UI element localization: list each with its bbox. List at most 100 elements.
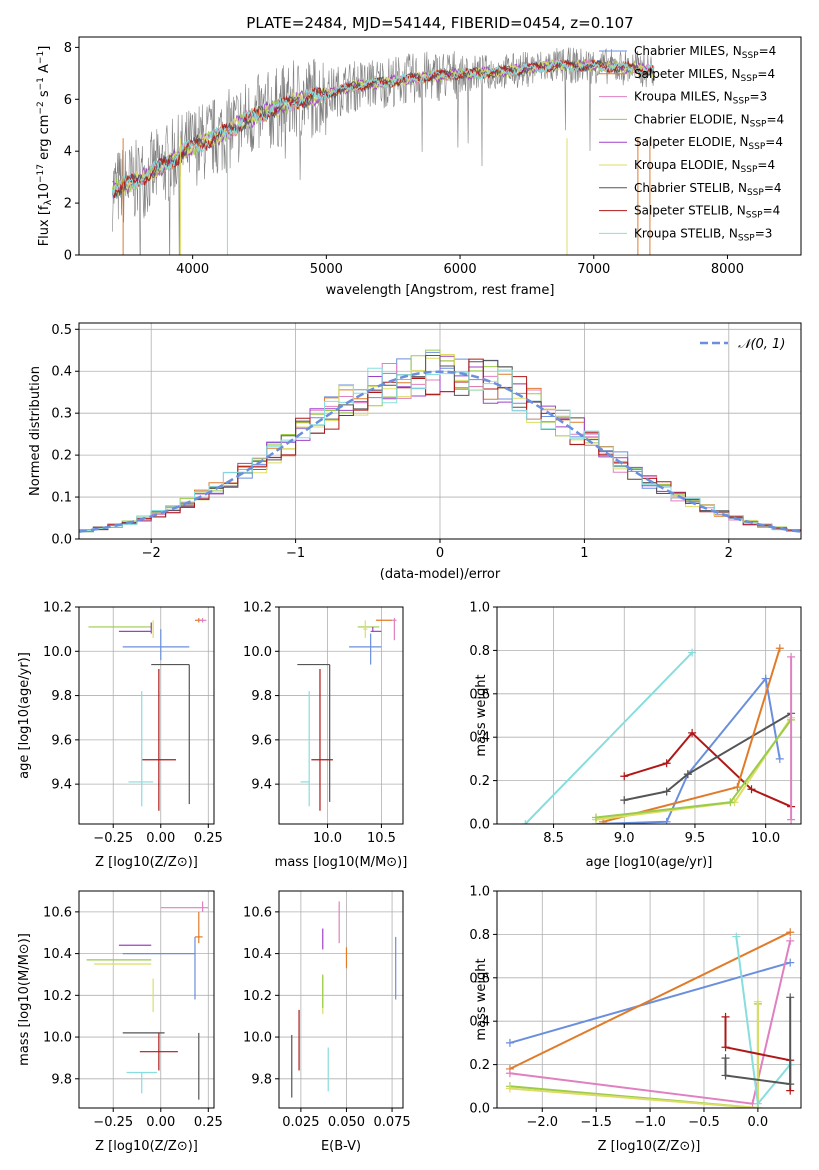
x-tick-label: 0.075 xyxy=(373,1115,410,1130)
y-tick-label: 0.4 xyxy=(469,1015,490,1030)
x-tick-label: 0.00 xyxy=(146,1115,175,1130)
panel-age_vs_Z: −0.25 0.00 0.25 9.4 9.6 9.8 10.0 10.2 Z [log10(Z… xyxy=(17,601,223,871)
panel-spectrum: 4000 5000 6000 7000 8000 0 2 4 6 8 wavelength [Ang… xyxy=(36,36,802,298)
x-tick-label: 0.025 xyxy=(282,1115,319,1130)
weight-marker-salpeter_stelib xyxy=(688,728,697,737)
x-tick-label: 0.25 xyxy=(194,1115,223,1130)
y-tick-label: 0.1 xyxy=(51,491,72,506)
y-tick-label: 9.8 xyxy=(51,1072,72,1087)
x-tick-label: 2 xyxy=(725,546,733,561)
legend-label: Salpeter MILES, NSSP=4 xyxy=(634,67,775,84)
weight-line-chabrier_miles xyxy=(509,961,791,1044)
panel-residuals: −2 −1 0 1 2 0.0 0.1 0.2 0.3 0.4 0.5 (data-model)/er… xyxy=(28,322,802,582)
axes-frame xyxy=(496,890,802,1109)
weight-marker-chabrier_stelib xyxy=(721,1071,730,1080)
y-tick-label: 10.0 xyxy=(243,645,272,660)
weight-marker-kroupa_miles xyxy=(787,815,796,824)
plot-area xyxy=(297,618,397,811)
x-tick-label: 4000 xyxy=(176,262,209,277)
plot-area xyxy=(521,644,796,824)
y-tick-label: 10.2 xyxy=(43,989,72,1004)
legend-label: Salpeter ELODIE, NSSP=4 xyxy=(634,135,783,152)
axes-frame xyxy=(278,606,404,825)
y-tick-label: 0.6 xyxy=(469,971,490,986)
x-tick-label: 7000 xyxy=(577,262,610,277)
panel-mass_vs_Z: −0.25 0.00 0.25 9.8 10.0 10.2 10.4 10.6 Z [log10… xyxy=(17,890,223,1154)
x-tick-label: 10.0 xyxy=(751,831,780,846)
chart-title: PLATE=2484, MJD=54144, FIBERID=0454, z=0… xyxy=(246,14,633,32)
y-tick-label: 8 xyxy=(64,41,72,56)
y-tick-label: 0.0 xyxy=(469,818,490,833)
weight-marker-chabrier_miles xyxy=(761,674,770,683)
x-tick-label: 0.0 xyxy=(748,1115,769,1130)
weight-marker-kroupa_stelib xyxy=(753,1099,762,1108)
x-tick-label: 0.050 xyxy=(328,1115,365,1130)
weight-marker-chabrier_miles xyxy=(505,1038,514,1047)
weight-marker-salpeter_stelib xyxy=(747,785,756,794)
y-tick-label: 0.8 xyxy=(469,644,490,659)
axes-frame xyxy=(278,890,404,1109)
legend-label: Chabrier MILES, NSSP=4 xyxy=(634,44,776,61)
x-tick-label: −0.25 xyxy=(93,831,133,846)
plot-area xyxy=(79,349,801,533)
x-tick-label: −2.0 xyxy=(526,1115,558,1130)
y-tick-label: 0.6 xyxy=(469,687,490,702)
y-tick-label: 10.4 xyxy=(243,947,272,962)
weight-line-chabrier_stelib xyxy=(624,712,792,802)
x-tick-label: −2 xyxy=(142,546,161,561)
weight-marker-salpeter_stelib xyxy=(721,1043,730,1052)
y-tick-label: 9.6 xyxy=(51,733,72,748)
panel-weight_vs_Z: −2.0 −1.5 −1.0 −0.5 0.0 0.0 0.2 0.4 0.6 0.8 1.0 Z [… xyxy=(469,885,802,1154)
weight-marker-kroupa_stelib xyxy=(732,932,741,941)
weight-marker-kroupa_stelib xyxy=(688,648,697,657)
weight-marker-chabrier_stelib xyxy=(662,787,671,796)
weight-marker-chabrier_elodie xyxy=(591,813,600,822)
x-tick-label: −0.25 xyxy=(93,1115,133,1130)
weight-marker-chabrier_stelib xyxy=(786,993,795,1002)
y-axis-label: Flux [fλ10−17 erg cm−2 s−1 A−1] xyxy=(36,46,54,247)
x-tick-label: 8000 xyxy=(711,262,744,277)
axes-frame xyxy=(78,36,802,256)
histogram-kroupa_elodie xyxy=(79,354,801,532)
y-tick-label: 0.4 xyxy=(469,731,490,746)
weight-marker-kroupa_stelib xyxy=(521,820,530,824)
x-tick-label: 6000 xyxy=(444,262,477,277)
legend-label: 𝒩(0, 1) xyxy=(738,337,785,352)
weight-marker-salpeter_miles xyxy=(786,928,795,937)
x-axis-label: (data-model)/error xyxy=(380,567,501,582)
histogram-kroupa_stelib xyxy=(79,367,801,532)
y-axis-label: age [log10(age/yr)] xyxy=(17,652,32,779)
weight-line-salpeter_miles xyxy=(509,931,791,1070)
x-tick-label: 5000 xyxy=(310,262,343,277)
x-tick-label: 0.00 xyxy=(146,831,175,846)
legend-label: Salpeter STELIB, NSSP=4 xyxy=(634,204,780,221)
weight-marker-chabrier_stelib xyxy=(786,1080,795,1089)
legend-label: Kroupa ELODIE, NSSP=4 xyxy=(634,158,775,175)
weight-line-chabrier_stelib xyxy=(724,997,792,1086)
weight-marker-salpeter_stelib xyxy=(620,772,629,781)
y-tick-label: 10.2 xyxy=(43,601,72,616)
plot-area xyxy=(291,901,397,1098)
weight-marker-salpeter_stelib xyxy=(721,1012,730,1021)
x-axis-label: Z [log10(Z/Z⊙)] xyxy=(598,1139,701,1154)
x-tick-label: 9.0 xyxy=(614,831,635,846)
x-axis-label: Z [log10(Z/Z⊙)] xyxy=(95,1139,198,1154)
y-tick-label: 6 xyxy=(64,93,72,108)
y-tick-label: 1.0 xyxy=(469,601,490,616)
y-axis-label: mass weight xyxy=(474,958,489,1040)
legend-label: Chabrier STELIB, NSSP=4 xyxy=(634,181,782,198)
weight-line-kroupa_stelib xyxy=(524,651,693,824)
x-tick-label: −1.0 xyxy=(634,1115,666,1130)
axes-frame xyxy=(78,890,215,1109)
weight-marker-chabrier_stelib xyxy=(683,770,692,779)
y-tick-label: 0.2 xyxy=(51,449,72,464)
x-tick-label: 1 xyxy=(580,546,588,561)
weight-marker-kroupa_miles xyxy=(505,1069,514,1078)
x-tick-label: −1.5 xyxy=(580,1115,612,1130)
x-tick-label: 10.0 xyxy=(313,831,342,846)
panel-age_vs_mass: 10.0 10.5 9.4 9.6 9.8 10.0 10.2 mass [log10(M/M… xyxy=(243,601,407,871)
weight-marker-salpeter_miles xyxy=(775,644,784,653)
y-axis-label: Normed distribution xyxy=(28,366,43,496)
y-tick-label: 10.2 xyxy=(243,989,272,1004)
